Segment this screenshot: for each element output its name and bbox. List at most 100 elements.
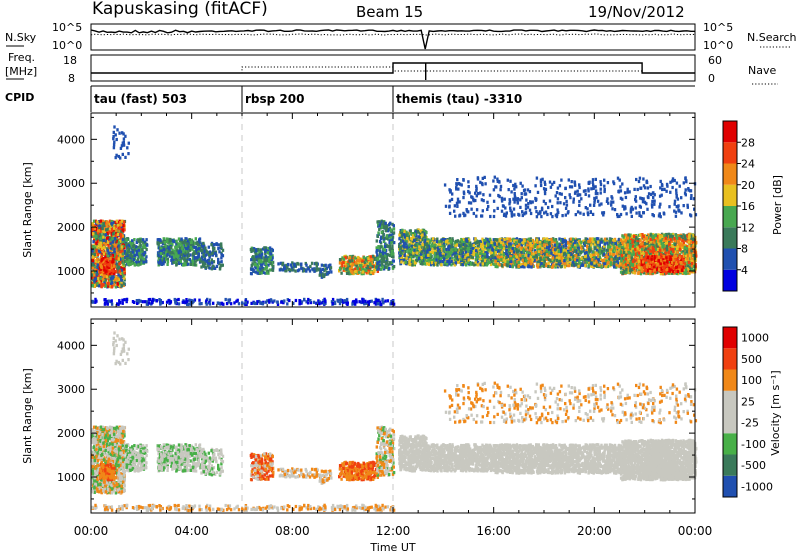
power-cell [123, 282, 125, 285]
cpid-segment-label: tau (fast) 503 [94, 92, 187, 106]
power-cell [383, 257, 385, 260]
power-cell [176, 262, 178, 265]
power-cell [113, 248, 115, 251]
power-cell [372, 265, 374, 268]
power-cell [101, 266, 103, 269]
power-cell [118, 299, 120, 302]
power-cell [186, 300, 188, 303]
power-cell [349, 256, 351, 259]
power-cell [149, 298, 151, 301]
power-cell [108, 252, 110, 255]
power-cell [190, 263, 192, 266]
noise-search-label: N.Search [747, 31, 797, 44]
power-cell [105, 228, 107, 231]
power-cell [187, 263, 189, 266]
power-cell [384, 249, 386, 252]
power-cell [382, 266, 384, 269]
power-cell [211, 258, 213, 261]
power-cell [230, 302, 232, 305]
power-cell [388, 267, 390, 270]
power-cell [103, 246, 105, 249]
power-cell [133, 258, 135, 261]
power-cell [101, 227, 103, 230]
power-cell [216, 265, 218, 268]
power-cell [257, 265, 259, 268]
power-cell [361, 298, 363, 301]
power-cell [106, 275, 108, 278]
power-cell [103, 239, 105, 242]
freq-panel: Freq. [MHz] 18 8 60 0 Nave [5, 51, 778, 85]
power-cell [117, 224, 119, 227]
power-cell [201, 249, 203, 252]
power-cell [350, 270, 352, 273]
power-cell [288, 268, 290, 271]
power-cell [351, 264, 353, 267]
power-cell [118, 227, 120, 230]
power-cell [266, 271, 268, 274]
power-cell [205, 254, 207, 257]
power-cell [107, 282, 109, 285]
power-cell [367, 257, 369, 260]
power-cell [93, 220, 95, 223]
power-cell [290, 263, 292, 266]
power-cell [351, 259, 353, 262]
power-cell [183, 300, 185, 303]
power-cell [347, 301, 349, 304]
power-cell [100, 220, 102, 223]
power-cell [163, 248, 165, 251]
power-cell [125, 243, 127, 246]
power-cell [120, 223, 122, 226]
power-cell [270, 262, 272, 265]
power-cell [97, 263, 99, 266]
power-cell [186, 260, 188, 263]
power-cell [390, 241, 392, 244]
power-cell [177, 245, 179, 248]
power-cell [342, 261, 344, 264]
power-cell [112, 269, 114, 272]
power-cell [386, 235, 388, 238]
power-cell [133, 238, 135, 241]
power-cell [277, 262, 279, 265]
power-cell [145, 238, 147, 241]
power-cell [184, 239, 186, 242]
power-cell [381, 261, 383, 264]
power-cell [128, 259, 130, 262]
power-cell [367, 300, 369, 303]
power-cell [194, 252, 196, 255]
power-cell [107, 241, 109, 244]
power-cell [125, 238, 127, 241]
power-cell [136, 302, 138, 305]
power-cell [114, 237, 116, 240]
power-cell [131, 239, 133, 242]
power-cell [93, 280, 95, 283]
power-cell [288, 299, 290, 302]
power-cell [382, 236, 384, 239]
power-cell [166, 240, 168, 243]
power-cell [419, 260, 421, 263]
power-cell [138, 249, 140, 252]
power-cell [100, 242, 102, 245]
power-cell [125, 253, 127, 256]
power-cell [404, 242, 406, 245]
power-cell [272, 249, 274, 252]
power-cell [385, 266, 387, 269]
noise-right-tick-top: 10^5 [703, 21, 733, 34]
power-cell [209, 267, 211, 270]
power-cell [413, 239, 415, 242]
power-cell [387, 299, 389, 302]
power-cell [109, 257, 111, 260]
power-cell [145, 248, 147, 251]
power-cell [164, 241, 166, 244]
power-cell [321, 264, 323, 267]
power-cell [229, 298, 231, 301]
power-cell [384, 222, 386, 225]
power-cell [211, 252, 213, 255]
power-cell [174, 298, 176, 301]
station-title: Kapuskasing (fitACF) [92, 0, 268, 19]
power-cell [303, 298, 305, 301]
power-cell [414, 244, 416, 247]
power-cell [204, 247, 206, 250]
power-cell [262, 302, 264, 305]
power-cell [266, 266, 268, 269]
power-cell [422, 254, 424, 257]
